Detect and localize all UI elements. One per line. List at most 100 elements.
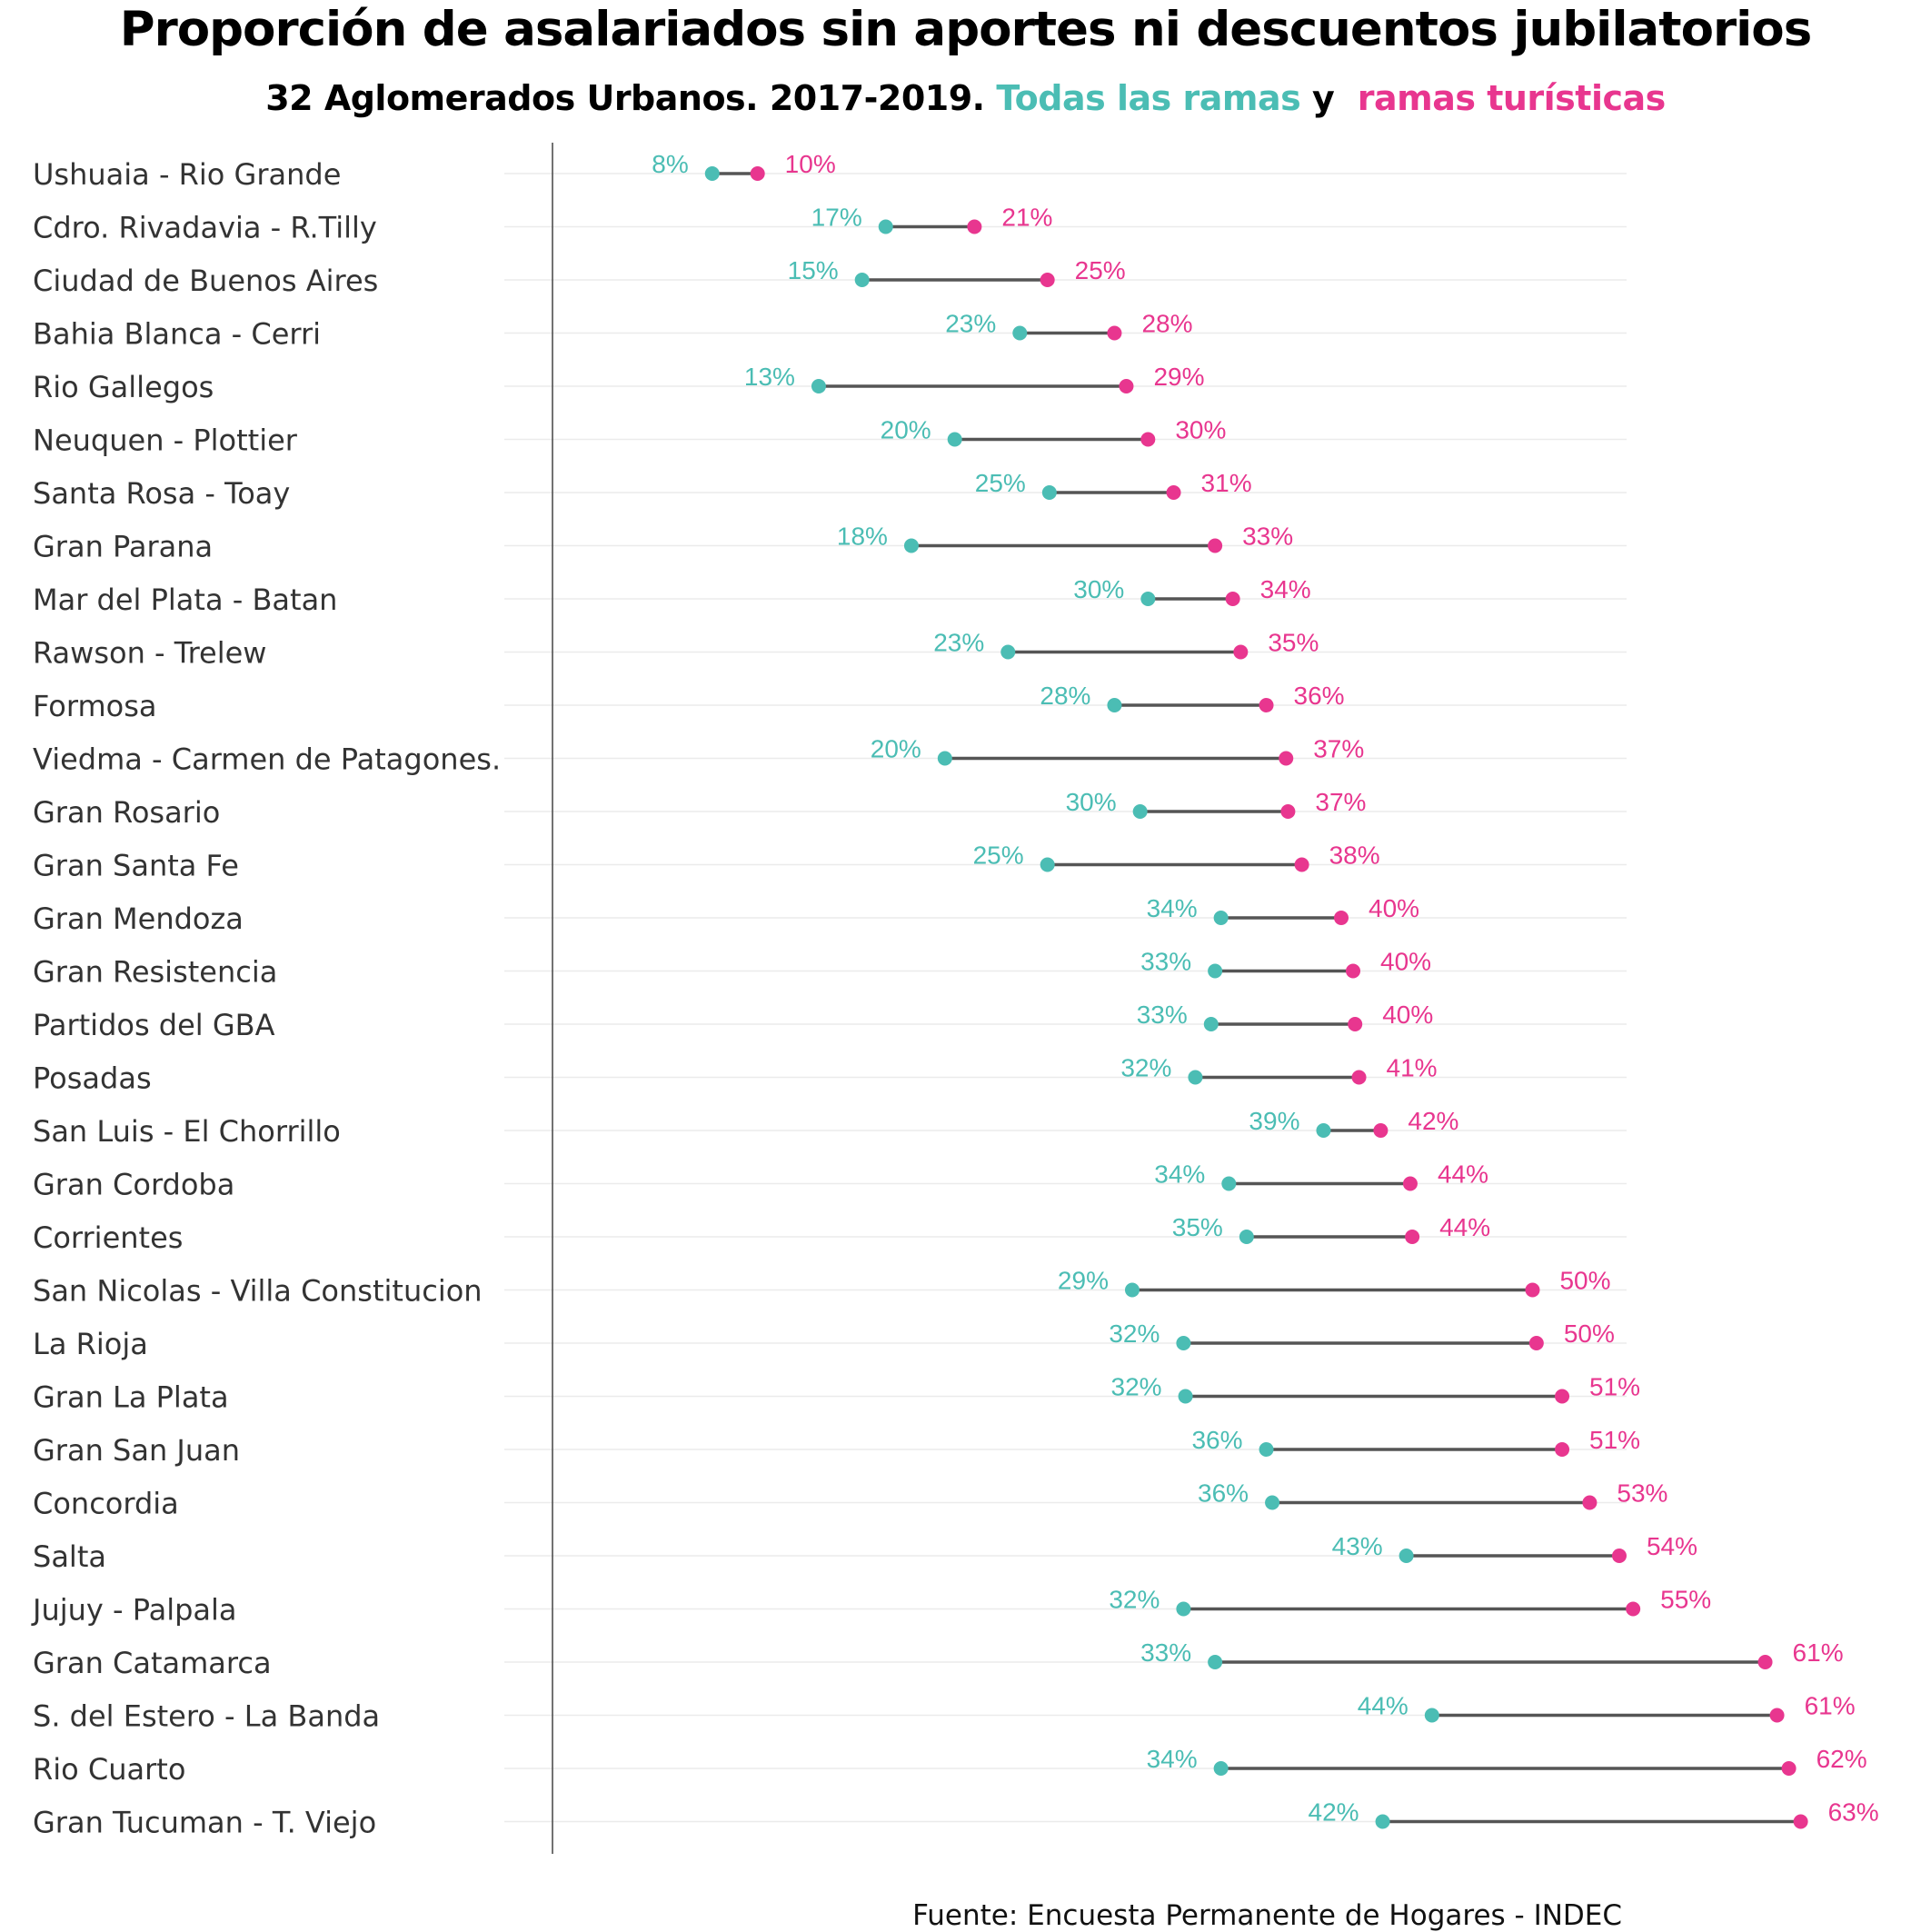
subtitle-prefix: 32 Aglomerados Urbanos. 2017-2019. xyxy=(265,78,985,118)
point-all xyxy=(1265,1495,1280,1510)
value-label-tourism: 51% xyxy=(1589,1426,1640,1454)
point-all xyxy=(1107,698,1122,712)
value-label-all: 32% xyxy=(1109,1320,1160,1348)
subtitle-connector: y xyxy=(1311,78,1335,118)
value-label-all: 32% xyxy=(1109,1586,1160,1614)
row-label: Formosa xyxy=(33,689,156,723)
value-label-tourism: 35% xyxy=(1268,629,1319,657)
point-all xyxy=(1188,1070,1203,1085)
value-label-all: 8% xyxy=(652,150,688,178)
point-all xyxy=(1259,1442,1274,1457)
point-tourism xyxy=(1373,1123,1389,1138)
point-tourism xyxy=(1346,963,1361,979)
row-label: Gran Resistencia xyxy=(33,955,277,990)
value-label-tourism: 29% xyxy=(1153,363,1204,391)
row-label: Bahia Blanca - Cerri xyxy=(33,317,321,352)
value-label-all: 34% xyxy=(1147,1745,1198,1773)
value-label-all: 20% xyxy=(871,735,921,763)
row-label: San Nicolas - Villa Constitucion xyxy=(33,1274,483,1309)
point-all xyxy=(1398,1549,1414,1563)
source-note: Fuente: Encuesta Permanente de Hogares -… xyxy=(912,1899,1622,1932)
point-tourism xyxy=(1107,325,1122,341)
point-all xyxy=(937,751,952,766)
point-tourism xyxy=(1611,1549,1627,1563)
point-all xyxy=(1316,1123,1331,1138)
value-label-all: 44% xyxy=(1358,1692,1408,1720)
value-label-tourism: 38% xyxy=(1329,842,1380,870)
point-tourism xyxy=(967,219,982,234)
point-all xyxy=(947,432,962,447)
value-label-tourism: 55% xyxy=(1660,1586,1711,1614)
point-tourism xyxy=(1582,1495,1598,1510)
value-label-all: 43% xyxy=(1332,1532,1383,1560)
value-label-tourism: 10% xyxy=(785,150,836,178)
point-tourism xyxy=(1757,1655,1773,1669)
point-tourism xyxy=(1119,379,1134,393)
point-all xyxy=(903,538,919,553)
point-tourism xyxy=(1555,1389,1570,1404)
point-all xyxy=(854,273,870,287)
row-label: Neuquen - Plottier xyxy=(33,423,298,458)
point-tourism xyxy=(1334,911,1349,925)
value-label-all: 30% xyxy=(1073,575,1124,603)
row-label: Rio Gallegos xyxy=(33,370,214,404)
point-tourism xyxy=(1793,1814,1808,1829)
value-label-tourism: 31% xyxy=(1201,469,1252,497)
value-label-tourism: 37% xyxy=(1315,788,1366,816)
value-label-all: 34% xyxy=(1154,1160,1205,1189)
point-tourism xyxy=(1140,432,1156,447)
point-all xyxy=(1208,963,1223,979)
point-tourism xyxy=(1555,1442,1570,1457)
point-all xyxy=(1176,1336,1191,1350)
value-label-tourism: 62% xyxy=(1817,1745,1867,1773)
value-label-tourism: 51% xyxy=(1589,1373,1640,1401)
row-label: Gran Cordoba xyxy=(33,1168,234,1202)
point-all xyxy=(878,219,893,234)
point-tourism xyxy=(1781,1761,1797,1776)
value-label-all: 13% xyxy=(744,363,795,391)
value-label-tourism: 40% xyxy=(1382,1001,1433,1029)
value-label-tourism: 44% xyxy=(1438,1160,1488,1189)
value-label-tourism: 61% xyxy=(1805,1692,1856,1720)
point-tourism xyxy=(1166,485,1181,500)
value-label-all: 33% xyxy=(1137,1001,1188,1029)
value-label-tourism: 54% xyxy=(1647,1532,1697,1560)
value-label-all: 42% xyxy=(1309,1798,1359,1827)
point-tourism xyxy=(1225,592,1240,606)
value-label-all: 25% xyxy=(973,842,1024,870)
row-label: Salta xyxy=(33,1539,106,1574)
value-label-tourism: 28% xyxy=(1141,310,1192,338)
row-label: Gran Catamarca xyxy=(33,1646,272,1680)
value-label-all: 32% xyxy=(1111,1373,1162,1401)
point-tourism xyxy=(1402,1176,1418,1191)
point-all xyxy=(811,379,826,393)
point-tourism xyxy=(1348,1017,1363,1031)
row-label: Cdro. Rivadavia - R.Tilly xyxy=(33,211,377,245)
value-label-all: 39% xyxy=(1249,1107,1299,1135)
value-label-tourism: 53% xyxy=(1617,1479,1667,1508)
value-label-tourism: 50% xyxy=(1564,1320,1615,1348)
value-label-all: 36% xyxy=(1198,1479,1249,1508)
point-all xyxy=(1178,1389,1193,1404)
row-label: Corrientes xyxy=(33,1220,183,1255)
value-label-all: 18% xyxy=(837,523,888,551)
value-label-tourism: 37% xyxy=(1313,735,1364,763)
chart-title: Proporción de asalariados sin aportes ni… xyxy=(119,2,1813,57)
point-all xyxy=(1208,1655,1223,1669)
row-label: La Rioja xyxy=(33,1327,148,1361)
point-all xyxy=(1213,911,1229,925)
subtitle-series-all: Todas las ramas xyxy=(996,78,1301,118)
chart-subtitle: 32 Aglomerados Urbanos. 2017-2019. Todas… xyxy=(0,78,1931,118)
value-label-tourism: 40% xyxy=(1369,894,1419,922)
value-label-tourism: 30% xyxy=(1175,416,1226,444)
point-all xyxy=(1124,1282,1140,1298)
value-label-tourism: 25% xyxy=(1075,256,1126,284)
value-label-tourism: 50% xyxy=(1559,1267,1610,1295)
value-label-tourism: 36% xyxy=(1294,682,1345,710)
point-all xyxy=(1000,644,1016,660)
point-tourism xyxy=(1525,1282,1540,1298)
value-label-all: 28% xyxy=(1040,682,1090,710)
value-label-tourism: 44% xyxy=(1439,1213,1490,1241)
value-label-all: 35% xyxy=(1172,1213,1223,1241)
